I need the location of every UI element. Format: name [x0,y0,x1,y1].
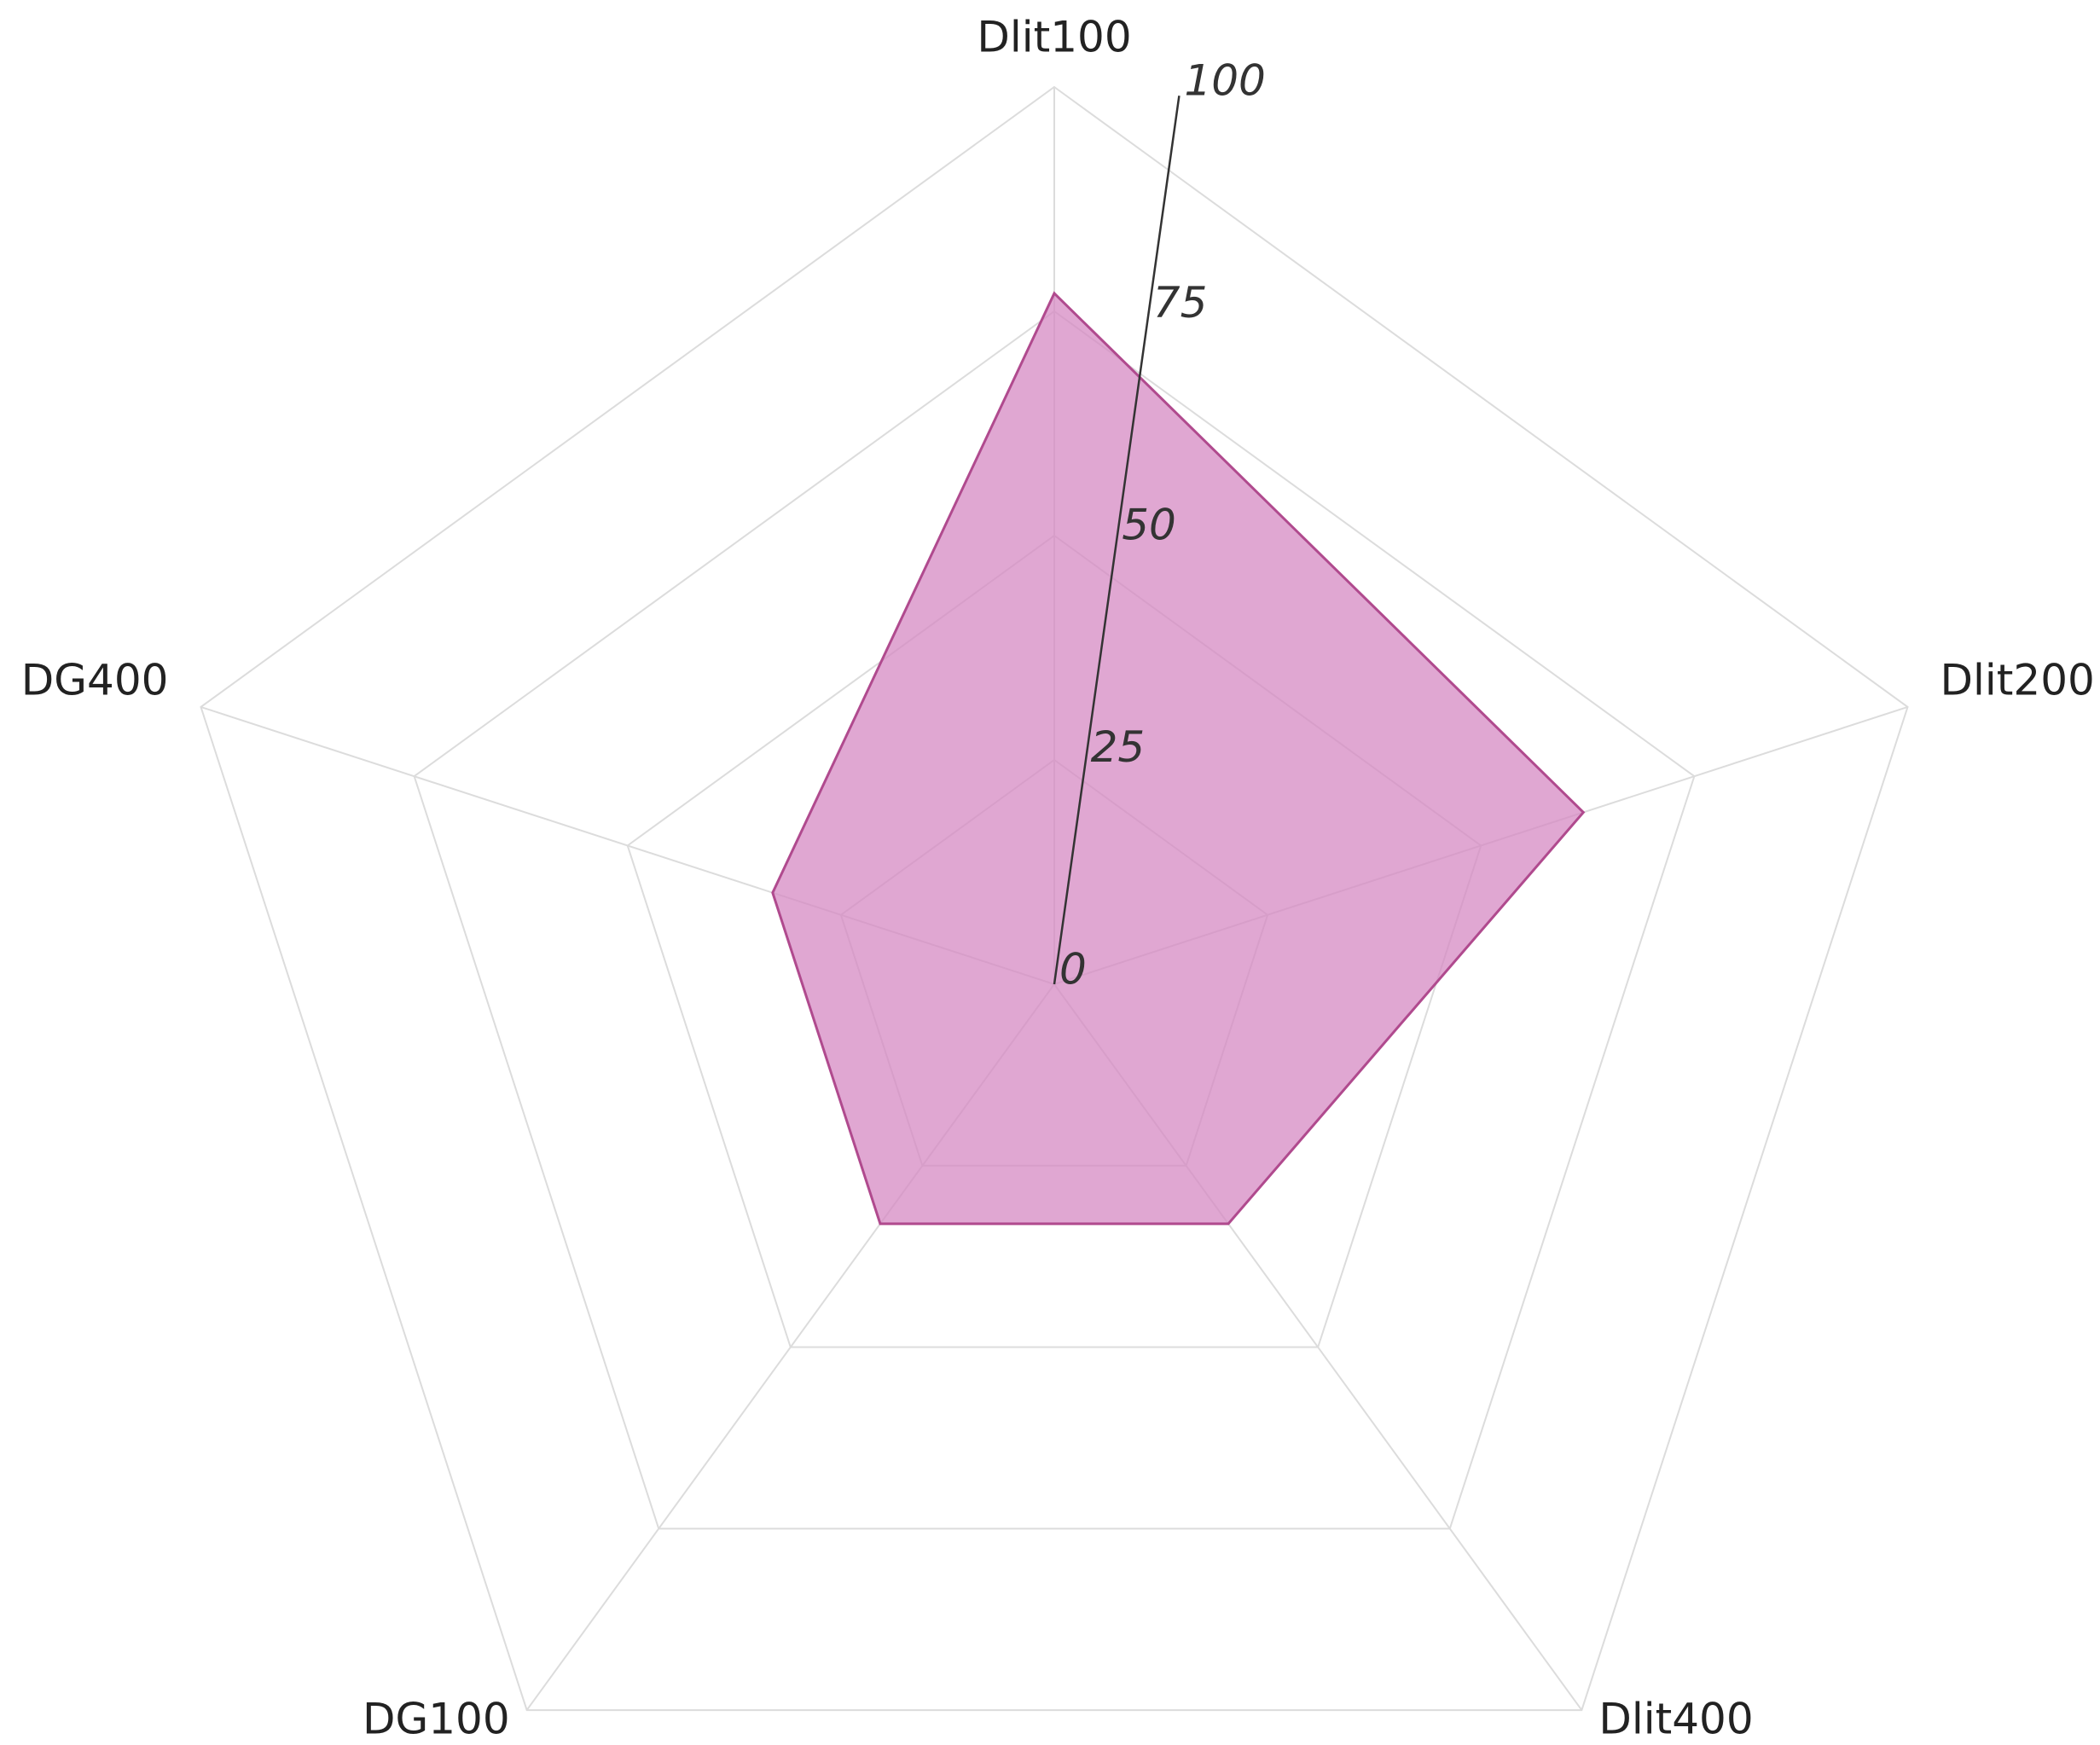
category-label: DG100 [363,1695,510,1744]
r-tick-label: 50 [1122,501,1176,550]
r-tick-label: 0 [1059,945,1087,994]
grid-ring [200,85,1909,1712]
r-tick-label: 75 [1153,278,1208,328]
data-area [771,291,1586,1226]
category-label: Dlit200 [1940,655,2095,704]
category-label: Dlit400 [1598,1695,1753,1744]
category-label: Dlit100 [977,13,1131,62]
grid-ring [413,310,1696,1530]
radial-axis [1053,96,1181,985]
r-tick-label: 25 [1091,722,1146,772]
category-label: DG400 [21,655,169,704]
r-tick-label: 100 [1184,56,1265,106]
